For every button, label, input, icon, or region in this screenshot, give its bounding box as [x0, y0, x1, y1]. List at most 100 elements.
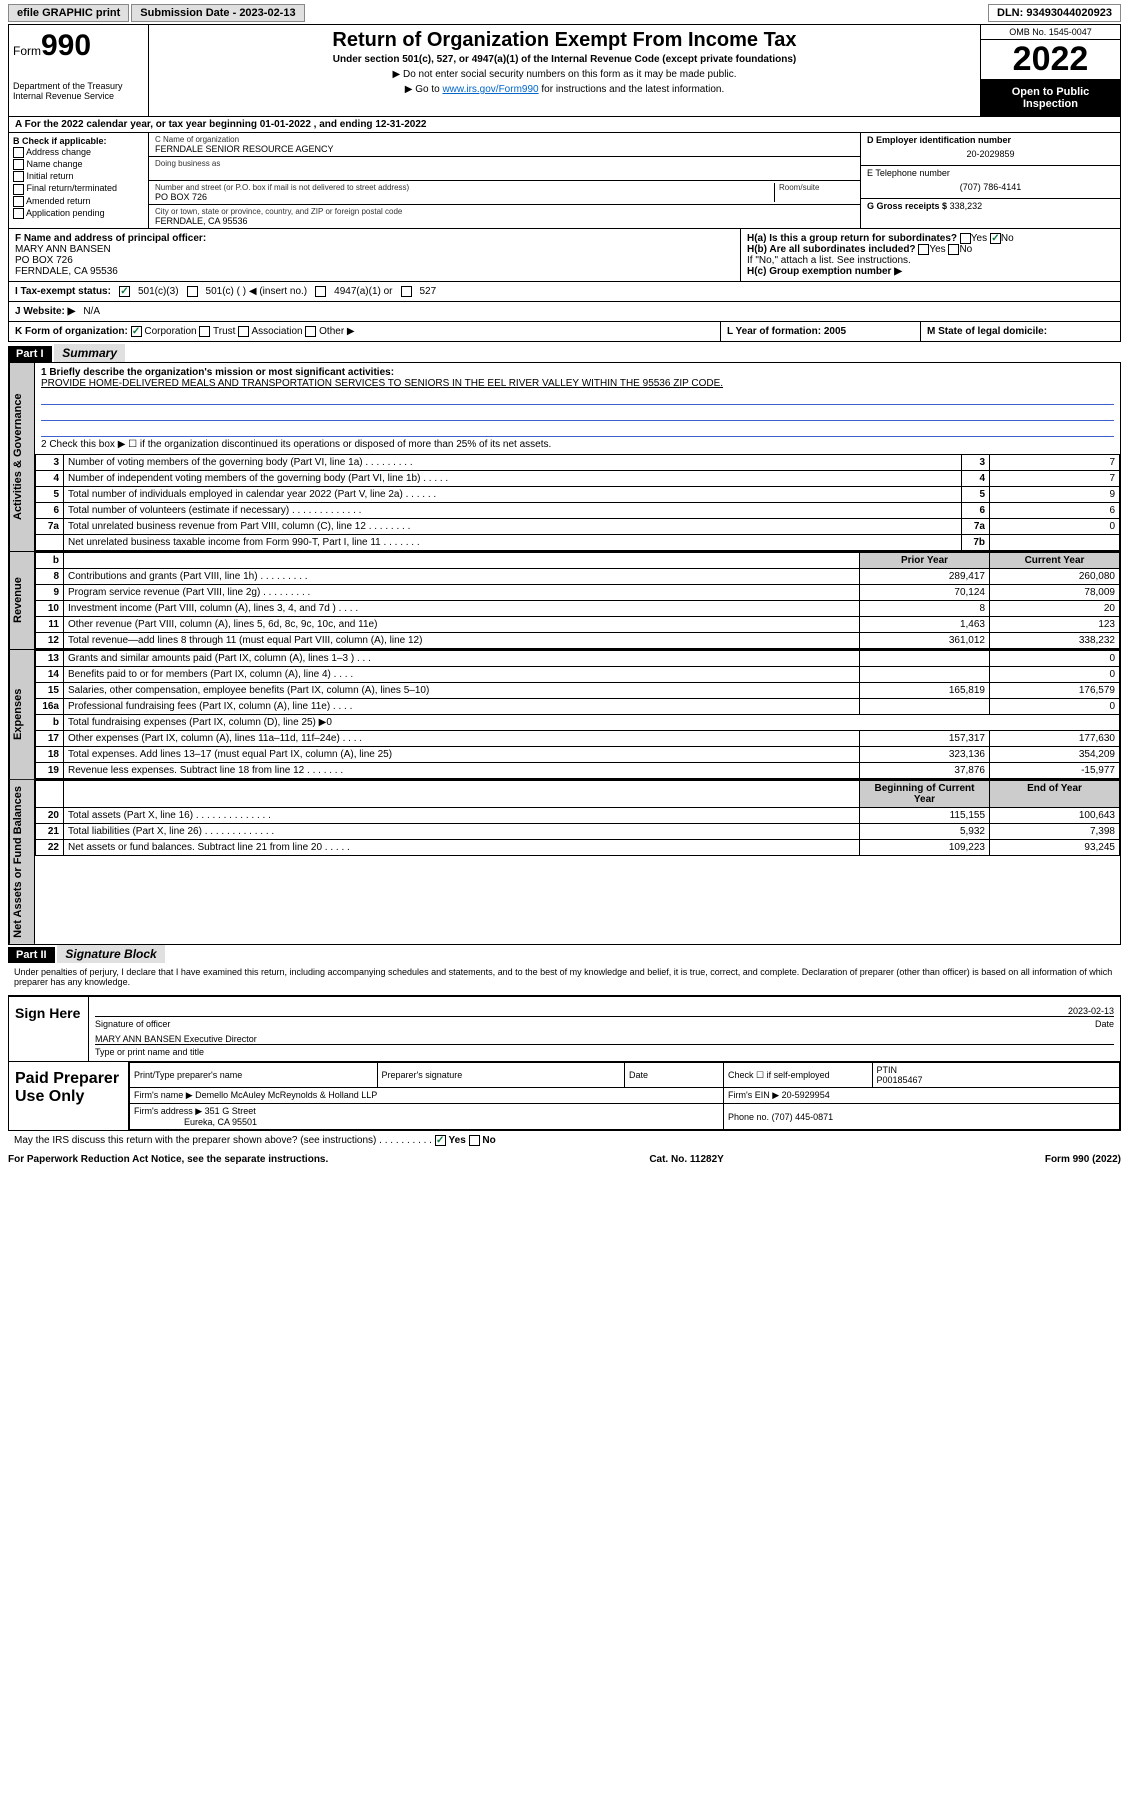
ein-label: D Employer identification number — [867, 135, 1114, 145]
check-name[interactable] — [13, 159, 24, 170]
part2-title: Signature Block — [57, 945, 164, 963]
ha-no[interactable] — [990, 233, 1001, 244]
check-initial[interactable] — [13, 171, 24, 182]
state-domicile: M State of legal domicile: — [920, 322, 1120, 341]
officer-city: FERNDALE, CA 95536 — [15, 266, 118, 277]
row-hb: H(b) Are all subordinates included? Yes … — [747, 244, 1114, 255]
hb-note: If "No," attach a list. See instructions… — [747, 255, 1114, 266]
row-j-website: J Website: ▶ N/A — [8, 302, 1121, 322]
website-value: N/A — [83, 306, 100, 317]
part2-header: Part II — [8, 947, 55, 963]
sig-date-label: Date — [1095, 1019, 1114, 1029]
identity-grid: B Check if applicable: Address change Na… — [8, 133, 1121, 229]
may-irs-row: May the IRS discuss this return with the… — [8, 1131, 1121, 1150]
check-527[interactable] — [401, 286, 412, 297]
col-b-checkboxes: B Check if applicable: Address change Na… — [9, 133, 149, 228]
org-name-label: C Name of organization — [155, 135, 854, 144]
check-assoc[interactable] — [238, 326, 249, 337]
officer-name: MARY ANN BANSEN — [15, 244, 111, 255]
efile-button[interactable]: efile GRAPHIC print — [8, 4, 129, 22]
check-corp[interactable] — [131, 326, 142, 337]
page-footer: For Paperwork Reduction Act Notice, see … — [8, 1150, 1121, 1169]
year-formation: L Year of formation: 2005 — [720, 322, 920, 341]
hb-yes[interactable] — [918, 244, 929, 255]
check-final[interactable] — [13, 184, 24, 195]
room-label: Room/suite — [779, 183, 854, 192]
line2: 2 Check this box ▶ ☐ if the organization… — [41, 439, 1114, 450]
top-toolbar: efile GRAPHIC print Submission Date - 20… — [8, 4, 1121, 25]
irs-link[interactable]: www.irs.gov/Form990 — [442, 84, 538, 95]
firm-phone: (707) 445-0871 — [772, 1112, 834, 1122]
sig-name: MARY ANN BANSEN Executive Director — [95, 1034, 257, 1044]
part1-header: Part I — [8, 346, 52, 362]
footer-left: For Paperwork Reduction Act Notice, see … — [8, 1154, 328, 1165]
check-501c3[interactable] — [119, 286, 130, 297]
tax-year: 2022 — [981, 40, 1120, 80]
row-f-h: F Name and address of principal officer:… — [8, 229, 1121, 282]
gross-label: G Gross receipts $ — [867, 201, 947, 211]
officer-addr: PO BOX 726 — [15, 255, 73, 266]
dln-label: DLN: 93493044020923 — [988, 4, 1121, 22]
row-a-tax-year: A For the 2022 calendar year, or tax yea… — [8, 117, 1121, 133]
form-header: Form990 Department of the Treasury Inter… — [8, 25, 1121, 117]
row-k: K Form of organization: Corporation Trus… — [8, 322, 1121, 342]
officer-label: F Name and address of principal officer: — [15, 233, 206, 244]
perjury-note: Under penalties of perjury, I declare th… — [8, 963, 1121, 991]
check-address[interactable] — [13, 147, 24, 158]
check-4947[interactable] — [315, 286, 326, 297]
sig-officer-label: Signature of officer — [95, 1019, 170, 1029]
preparer-table: Print/Type preparer's name Preparer's si… — [129, 1062, 1120, 1130]
may-yes[interactable] — [435, 1135, 446, 1146]
signature-block: Sign Here 2023-02-13 Signature of office… — [8, 995, 1121, 1131]
ein-value: 20-2029859 — [867, 145, 1114, 163]
summary-revenue: Revenue bPrior YearCurrent Year8Contribu… — [8, 552, 1121, 650]
gross-value: 338,232 — [950, 201, 983, 211]
side-governance: Activities & Governance — [9, 363, 35, 551]
footer-right: Form 990 (2022) — [1045, 1154, 1121, 1165]
footer-mid: Cat. No. 11282Y — [649, 1154, 723, 1165]
phone-label: E Telephone number — [867, 168, 1114, 178]
addr-label: Number and street (or P.O. box if mail i… — [155, 183, 774, 192]
check-trust[interactable] — [199, 326, 210, 337]
hb-no[interactable] — [948, 244, 959, 255]
sig-name-label: Type or print name and title — [95, 1047, 1114, 1057]
check-other[interactable] — [305, 326, 316, 337]
may-no[interactable] — [469, 1135, 480, 1146]
firm-name: Demello McAuley McReynolds & Holland LLP — [195, 1090, 377, 1100]
row-hc: H(c) Group exemption number ▶ — [747, 266, 1114, 277]
dba-label: Doing business as — [155, 159, 854, 168]
sign-here-label: Sign Here — [9, 997, 89, 1061]
phone-value: (707) 786-4141 — [867, 178, 1114, 196]
ha-yes[interactable] — [960, 233, 971, 244]
side-revenue: Revenue — [9, 552, 35, 649]
part1-title: Summary — [54, 344, 125, 362]
form-title: Return of Organization Exempt From Incom… — [157, 29, 972, 52]
note-link: ▶ Go to www.irs.gov/Form990 for instruct… — [157, 84, 972, 95]
row-i-status: I Tax-exempt status: 501(c)(3) 501(c) ( … — [8, 282, 1121, 302]
summary-expenses: Expenses 13Grants and similar amounts pa… — [8, 650, 1121, 780]
net-table: Beginning of Current YearEnd of Year20To… — [35, 780, 1120, 856]
paid-preparer-label: Paid Preparer Use Only — [9, 1062, 129, 1130]
row-ha: H(a) Is this a group return for subordin… — [747, 233, 1114, 244]
firm-ein: 20-5929954 — [782, 1090, 830, 1100]
side-expenses: Expenses — [9, 650, 35, 779]
check-amended[interactable] — [13, 196, 24, 207]
omb-number: OMB No. 1545-0047 — [981, 25, 1120, 40]
org-city: FERNDALE, CA 95536 — [155, 216, 854, 226]
check-501c[interactable] — [187, 286, 198, 297]
firm-addr: 351 G Street — [205, 1106, 256, 1116]
summary-net: Net Assets or Fund Balances Beginning of… — [8, 780, 1121, 945]
city-label: City or town, state or province, country… — [155, 207, 854, 216]
form-subtitle: Under section 501(c), 527, or 4947(a)(1)… — [157, 54, 972, 65]
org-name: FERNDALE SENIOR RESOURCE AGENCY — [155, 144, 854, 154]
sig-date: 2023-02-13 — [1068, 1006, 1114, 1016]
line1-label: 1 Briefly describe the organization's mi… — [41, 367, 394, 378]
submission-date: Submission Date - 2023-02-13 — [131, 4, 304, 22]
open-inspection: Open to Public Inspection — [981, 80, 1120, 116]
mission-text: PROVIDE HOME-DELIVERED MEALS AND TRANSPO… — [41, 378, 723, 389]
check-pending[interactable] — [13, 208, 24, 219]
revenue-table: bPrior YearCurrent Year8Contributions an… — [35, 552, 1120, 649]
department-label: Department of the Treasury Internal Reve… — [13, 81, 144, 101]
form-number: Form990 — [13, 29, 144, 63]
note-ssn: ▶ Do not enter social security numbers o… — [157, 69, 972, 80]
